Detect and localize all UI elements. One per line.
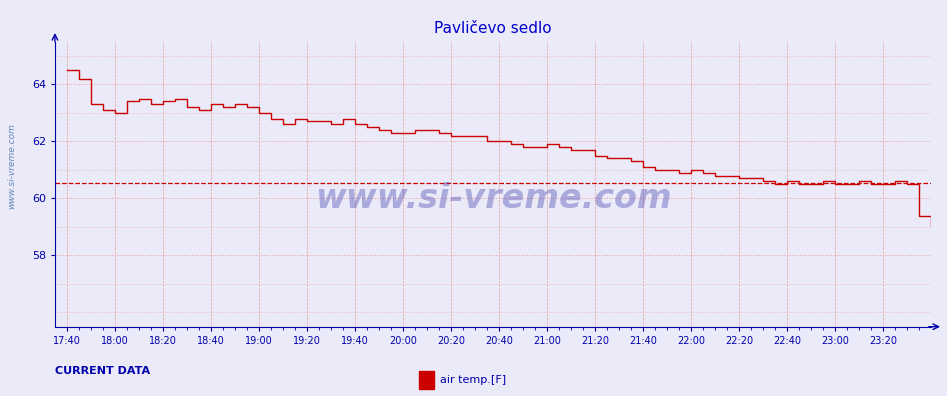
Text: www.si-vreme.com: www.si-vreme.com	[7, 124, 16, 209]
Text: www.si-vreme.com: www.si-vreme.com	[314, 182, 671, 215]
Text: CURRENT DATA: CURRENT DATA	[55, 366, 150, 376]
Title: Pavličevo sedlo: Pavličevo sedlo	[434, 21, 552, 36]
Text: air temp.[F]: air temp.[F]	[440, 375, 507, 385]
